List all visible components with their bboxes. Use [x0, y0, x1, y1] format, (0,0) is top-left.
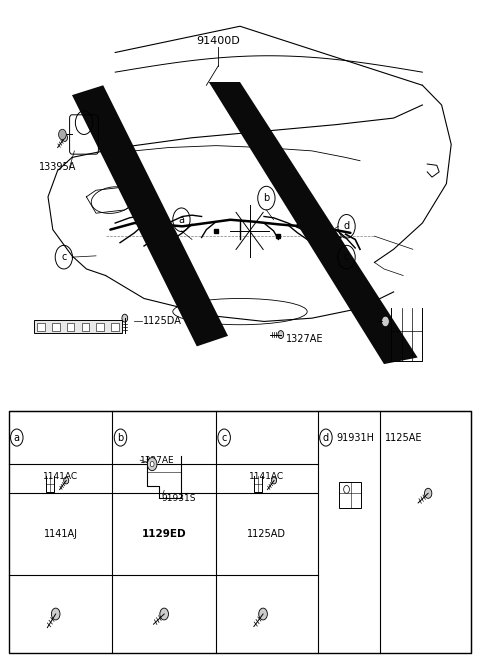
- Text: 1141AC: 1141AC: [249, 472, 285, 481]
- Circle shape: [278, 331, 284, 338]
- FancyBboxPatch shape: [111, 323, 119, 331]
- Text: 1327AE: 1327AE: [140, 456, 175, 464]
- FancyBboxPatch shape: [67, 323, 74, 331]
- FancyBboxPatch shape: [34, 320, 122, 333]
- Text: d: d: [323, 432, 329, 443]
- FancyBboxPatch shape: [96, 323, 104, 331]
- Text: 13395A: 13395A: [39, 162, 77, 173]
- Text: 1129ED: 1129ED: [142, 529, 186, 539]
- Text: 1141AJ: 1141AJ: [44, 529, 77, 539]
- Circle shape: [64, 477, 69, 484]
- Text: 1125DA: 1125DA: [143, 316, 182, 327]
- Text: c: c: [344, 252, 349, 262]
- Text: 91400D: 91400D: [196, 36, 240, 46]
- Circle shape: [62, 134, 68, 142]
- Text: 1125AE: 1125AE: [385, 432, 422, 443]
- Circle shape: [272, 477, 276, 484]
- Text: 91931H: 91931H: [336, 432, 374, 443]
- Text: b: b: [117, 432, 124, 443]
- Text: 1327AE: 1327AE: [286, 334, 323, 344]
- Circle shape: [150, 462, 154, 467]
- Circle shape: [382, 316, 389, 327]
- FancyBboxPatch shape: [82, 323, 89, 331]
- Text: 1125AD: 1125AD: [247, 529, 287, 539]
- Text: c: c: [61, 252, 67, 262]
- Circle shape: [122, 314, 128, 322]
- Text: 1141AC: 1141AC: [43, 472, 78, 481]
- Circle shape: [147, 458, 157, 471]
- Circle shape: [344, 485, 349, 493]
- Polygon shape: [209, 82, 418, 364]
- Circle shape: [160, 608, 168, 620]
- Text: 91931S: 91931S: [162, 494, 196, 502]
- FancyBboxPatch shape: [52, 323, 60, 331]
- Circle shape: [424, 488, 432, 499]
- Text: c: c: [221, 432, 227, 443]
- FancyBboxPatch shape: [37, 323, 45, 331]
- Text: a: a: [14, 432, 20, 443]
- Text: a: a: [179, 215, 184, 225]
- Text: b: b: [263, 193, 270, 203]
- Text: d: d: [344, 221, 349, 232]
- Circle shape: [259, 608, 267, 620]
- Circle shape: [59, 129, 66, 140]
- Polygon shape: [72, 85, 228, 346]
- Circle shape: [51, 608, 60, 620]
